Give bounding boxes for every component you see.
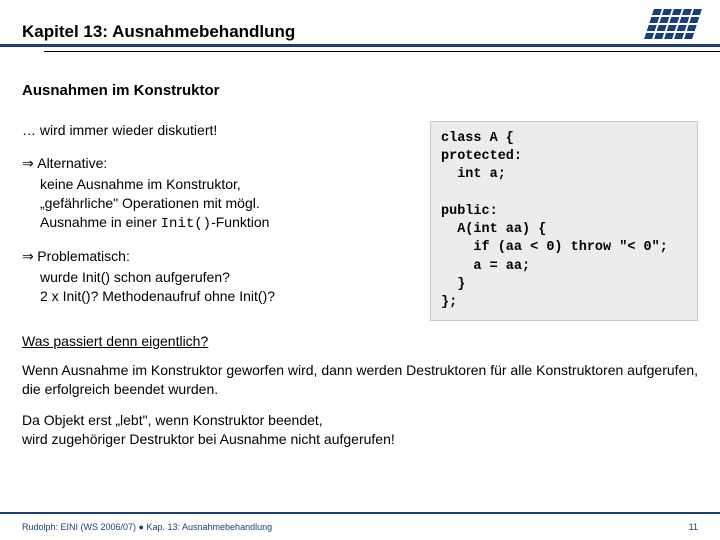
alt-label: Alternative: bbox=[37, 155, 107, 171]
prob-line2: 2 x Init()? Methodenaufruf ohne Init()? bbox=[40, 288, 275, 304]
section-title: Ausnahmen im Konstruktor bbox=[22, 82, 698, 99]
prob-line1: wurde Init() schon aufgerufen? bbox=[40, 269, 230, 285]
chapter-title: Kapitel 13: Ausnahmebehandlung bbox=[22, 12, 698, 42]
alt-line2: „gefährliche" Operationen mit mögl. bbox=[40, 195, 260, 211]
code-l9: } bbox=[441, 277, 465, 292]
page-number: 11 bbox=[689, 522, 698, 532]
title-rule bbox=[0, 44, 720, 47]
alt-line3: Ausnahme in einer Init()-Funktion bbox=[40, 214, 269, 230]
code-l1: class A { bbox=[441, 131, 514, 146]
prob-label: Problematisch: bbox=[37, 248, 130, 264]
intro-line: … wird immer wieder diskutiert! bbox=[22, 121, 412, 140]
footer-rule bbox=[0, 512, 720, 514]
header: Kapitel 13: Ausnahmebehandlung bbox=[22, 12, 698, 60]
code-l5: public: bbox=[441, 204, 498, 219]
code-l2: protected: bbox=[441, 149, 522, 164]
left-column: … wird immer wieder diskutiert! ⇒ Altern… bbox=[22, 121, 412, 321]
footer-left: Rudolph: EINI (WS 2006/07) ● Kap. 13: Au… bbox=[22, 522, 272, 532]
alternative-block: ⇒ Alternative: keine Ausnahme im Konstru… bbox=[22, 154, 412, 234]
code-l3: int a; bbox=[441, 167, 506, 182]
code-l8: a = aa; bbox=[441, 259, 530, 274]
slide: Kapitel 13: Ausnahmebehandlung Ausnahmen… bbox=[0, 0, 720, 540]
arrow-icon: ⇒ bbox=[22, 250, 37, 265]
alt-line1: keine Ausnahme im Konstruktor, bbox=[40, 176, 241, 192]
paragraph-2: Da Objekt erst „lebt", wenn Konstruktor … bbox=[22, 411, 698, 449]
p2-line1: Da Objekt erst „lebt", wenn Konstruktor … bbox=[22, 412, 323, 428]
problem-block: ⇒ Problematisch: wurde Init() schon aufg… bbox=[22, 247, 412, 306]
p2-line2: wird zugehöriger Destruktor bei Ausnahme… bbox=[22, 431, 395, 447]
logo-icon bbox=[648, 8, 708, 44]
paragraph-1: Wenn Ausnahme im Konstruktor geworfen wi… bbox=[22, 361, 698, 399]
footer: Rudolph: EINI (WS 2006/07) ● Kap. 13: Au… bbox=[22, 522, 698, 532]
title-thin-rule bbox=[44, 51, 720, 52]
arrow-icon: ⇒ bbox=[22, 157, 37, 172]
code-l10: }; bbox=[441, 295, 457, 310]
content-row: … wird immer wieder diskutiert! ⇒ Altern… bbox=[22, 121, 698, 321]
code-l7: if (aa < 0) throw "< 0"; bbox=[441, 240, 668, 255]
question-line: Was passiert denn eigentlich? bbox=[22, 333, 698, 349]
code-block: class A { protected: int a; public: A(in… bbox=[430, 121, 698, 321]
code-l6: A(int aa) { bbox=[441, 222, 546, 237]
